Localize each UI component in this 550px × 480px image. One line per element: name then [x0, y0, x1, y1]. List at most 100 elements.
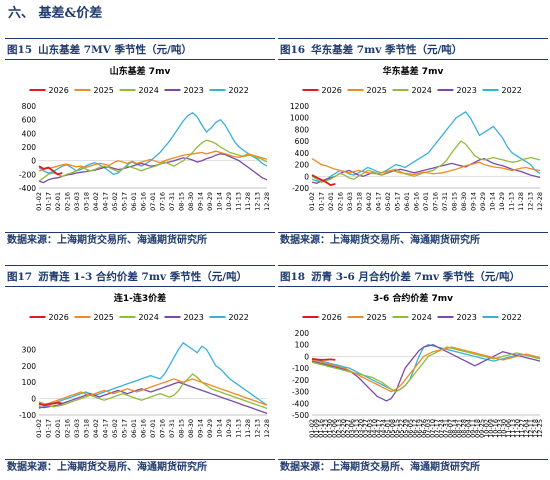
- x-tick-label: 08-15: [178, 419, 186, 438]
- series-line-2026: [311, 357, 336, 361]
- x-tick-label: 05-17: [121, 192, 129, 211]
- x-tick-label: 07-31: [168, 192, 176, 211]
- section-heading: 六、 基差&价差: [8, 6, 103, 21]
- y-tick-label: 200: [22, 362, 37, 371]
- legend-label-2022: 2022: [229, 86, 249, 95]
- x-tick-label: 06-26: [420, 419, 428, 438]
- x-tick-label: 05-22: [397, 419, 405, 438]
- legend-label-2024: 2024: [139, 313, 159, 322]
- x-tick-label: 11-28: [517, 192, 525, 211]
- figure-number: 图17: [7, 270, 33, 283]
- x-tick-label: 08-15: [178, 192, 186, 211]
- series-line-2026: [311, 174, 336, 187]
- legend-label-2023: 2023: [457, 313, 477, 322]
- legend-label-2025: 2025: [367, 86, 387, 95]
- series-line-2022: [38, 341, 268, 410]
- source-note: 数据来源：上海期货交易所、海通期货研究所: [278, 459, 548, 476]
- source-note: 数据来源：上海期货交易所、海通期货研究所: [5, 232, 275, 249]
- x-tick-label: 03-03: [73, 192, 81, 211]
- x-tick-label: 09-25: [478, 419, 486, 438]
- x-tick-label: 01-17: [45, 419, 53, 438]
- x-tick-label: 01-02: [308, 192, 316, 211]
- x-tick-label: 07-16: [432, 192, 440, 211]
- x-tick-label: 04-24: [380, 419, 388, 438]
- x-tick-label: 09-29: [206, 192, 214, 211]
- x-tick-label: 12-28: [263, 419, 271, 438]
- x-tick-label: 06-16: [140, 192, 148, 211]
- x-tick-label: 08-15: [451, 192, 459, 211]
- x-tick-label: 03-18: [83, 192, 91, 211]
- y-tick-label: 0: [31, 395, 36, 404]
- x-tick-label: 10-09: [487, 419, 495, 438]
- y-tick-label: 300: [22, 345, 37, 354]
- legend-label-2025: 2025: [94, 313, 114, 322]
- series-line-2023: [38, 381, 268, 415]
- x-tick-label: 01-23: [321, 419, 329, 438]
- x-tick-label: 12-28: [536, 192, 544, 211]
- x-tick-label: 06-16: [413, 192, 421, 211]
- x-tick-label: 01-02: [35, 419, 43, 438]
- x-tick-label: 07-16: [159, 419, 167, 438]
- y-tick-label: -300: [292, 388, 309, 397]
- x-tick-label: 06-01: [403, 192, 411, 211]
- x-tick-label: 12-13: [254, 419, 262, 438]
- x-tick-label: 11-28: [244, 419, 252, 438]
- x-tick-label: 10-29: [498, 192, 506, 211]
- chart-panel-spread-3-6: 图18 沥青 3-6 月合约价差 7mv 季节性（元/吨） 3-6 合约价差 7…: [278, 265, 548, 476]
- x-tick-label: 07-03: [424, 419, 432, 438]
- chart-title: 3-6 合约价差 7mv: [373, 292, 453, 304]
- x-tick-label: 04-17: [375, 419, 383, 438]
- legend-label-2025: 2025: [367, 313, 387, 322]
- x-tick-label: 01-02: [308, 419, 316, 438]
- x-tick-label: 02-20: [339, 419, 347, 438]
- y-tick-label: 800: [295, 125, 310, 134]
- x-tick-label: 06-01: [130, 192, 138, 211]
- line-chart: 连1-连3价差 2026 2025 2024 2023 2022 300 200 100 0 -10…: [19, 292, 271, 438]
- x-tick-label: 01-30: [326, 419, 334, 438]
- x-tick-label: 10-02: [482, 419, 490, 438]
- x-tick-label: 08-30: [187, 192, 195, 211]
- x-tick-label: 05-29: [402, 419, 410, 438]
- series-line-2023: [311, 158, 541, 184]
- chart-title: 山东基差 7mv: [110, 65, 171, 77]
- legend-label-2025: 2025: [94, 86, 114, 95]
- x-tick-label: 01-17: [318, 192, 326, 211]
- legend: 2026 2025 2024 2023 2022: [302, 86, 522, 95]
- x-tick-label: 04-10: [371, 419, 379, 438]
- chart-title: 华东基差 7mv: [383, 65, 444, 77]
- x-tick-label: 07-24: [438, 419, 446, 438]
- x-tick-label: 01-17: [45, 192, 53, 211]
- series-line-2026: [38, 165, 63, 176]
- x-tick-label: 04-03: [366, 419, 374, 438]
- x-tick-label: 06-12: [411, 419, 419, 438]
- x-tick-label: 06-05: [406, 419, 414, 438]
- legend: 2026 2025 2024 2023 2022: [29, 313, 249, 322]
- x-tick-label: 10-14: [216, 419, 224, 438]
- x-tick-label: 03-03: [346, 192, 354, 211]
- y-tick-label: 0: [304, 172, 309, 181]
- x-tick-label: 02-27: [344, 419, 352, 438]
- x-tick-label: 06-19: [415, 419, 423, 438]
- legend: 2026 2025 2024 2023 2022: [302, 313, 522, 322]
- x-tick-label: 09-29: [206, 419, 214, 438]
- y-tick-label: 600: [295, 137, 310, 146]
- line-chart: 华东基差 7mv 2026 2025 2024 2023 2022 1200 1000 800 6…: [290, 65, 544, 211]
- y-tick-label: 800: [22, 102, 37, 111]
- x-tick-label: 04-17: [102, 192, 110, 211]
- figure-title: 山东基差 7MV 季节性（元/吨）: [38, 43, 192, 56]
- legend-label-2024: 2024: [412, 313, 432, 322]
- x-tick-label: 02-06: [330, 419, 338, 438]
- y-tick-label: 400: [295, 149, 310, 158]
- series-line-2022: [311, 111, 541, 183]
- x-tick-label: 04-02: [365, 192, 373, 211]
- series-line-2024: [38, 373, 268, 410]
- figure-number: 图16: [280, 43, 306, 56]
- series-line-2023: [38, 153, 268, 184]
- x-tick-label: 07-31: [441, 192, 449, 211]
- legend-label-2023: 2023: [184, 313, 204, 322]
- x-tick-label: 06-01: [130, 419, 138, 438]
- x-tick-label: 08-21: [456, 419, 464, 438]
- legend-label-2023: 2023: [184, 86, 204, 95]
- legend-label-2026: 2026: [322, 86, 342, 95]
- x-tick-label: 05-17: [394, 192, 402, 211]
